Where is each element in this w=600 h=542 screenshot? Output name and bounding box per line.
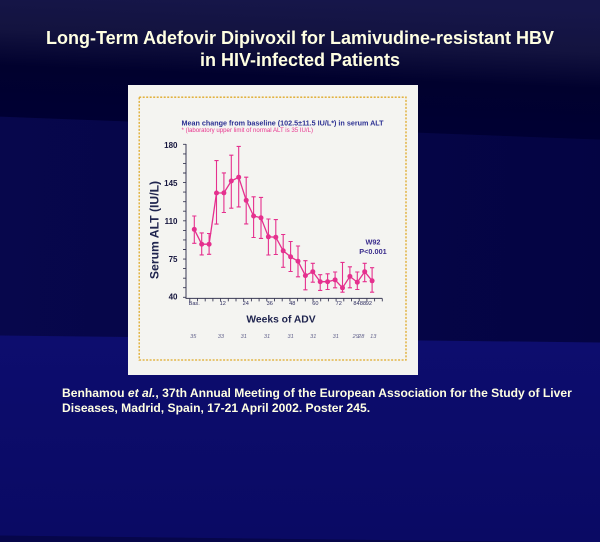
svg-text:28: 28 xyxy=(357,334,365,340)
svg-text:36: 36 xyxy=(267,301,273,307)
svg-text:84: 84 xyxy=(353,301,359,307)
svg-text:31: 31 xyxy=(241,334,247,340)
svg-text:Bas.: Bas. xyxy=(189,301,201,307)
svg-text:Mean change from baseline (102: Mean change from baseline (102.5±11.5 IU… xyxy=(182,118,385,127)
svg-text:31: 31 xyxy=(310,334,316,340)
svg-text:13: 13 xyxy=(370,334,377,340)
svg-text:40: 40 xyxy=(169,293,178,302)
svg-text:29: 29 xyxy=(352,334,359,340)
svg-text:48: 48 xyxy=(289,301,295,307)
svg-text:180: 180 xyxy=(164,141,178,150)
svg-text:Weeks of ADV: Weeks of ADV xyxy=(246,315,315,326)
svg-text:31: 31 xyxy=(333,334,339,340)
svg-text:92: 92 xyxy=(366,301,372,307)
svg-text:110: 110 xyxy=(165,217,178,226)
svg-text:75: 75 xyxy=(169,255,178,264)
svg-text:60: 60 xyxy=(312,301,318,307)
svg-text:33: 33 xyxy=(218,334,225,340)
svg-text:72: 72 xyxy=(336,301,342,307)
svg-text:* (laboratory upper limit of n: * (laboratory upper limit of normal ALT … xyxy=(182,127,314,134)
svg-text:W92: W92 xyxy=(365,238,380,247)
svg-text:31: 31 xyxy=(264,334,270,340)
svg-text:35: 35 xyxy=(190,334,197,340)
svg-text:88: 88 xyxy=(360,301,366,307)
svg-text:12: 12 xyxy=(220,301,226,307)
svg-text:145: 145 xyxy=(164,179,178,188)
svg-text:P<0.001: P<0.001 xyxy=(359,247,386,256)
svg-text:31: 31 xyxy=(287,334,293,340)
svg-text:Serum ALT (IU/L): Serum ALT (IU/L) xyxy=(147,181,161,279)
svg-text:24: 24 xyxy=(243,301,249,307)
